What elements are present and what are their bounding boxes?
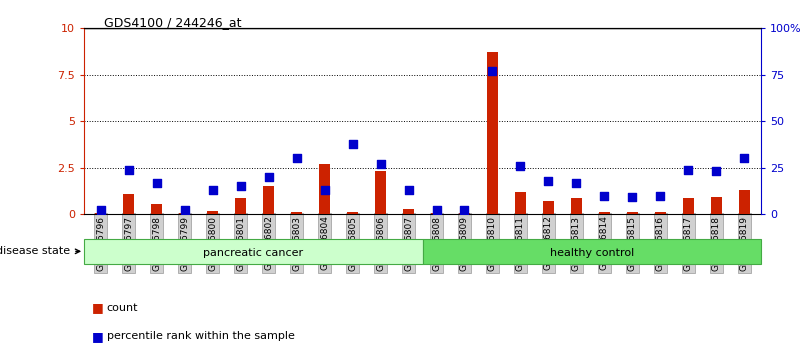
Text: percentile rank within the sample: percentile rank within the sample	[107, 331, 295, 341]
Point	[123, 167, 135, 172]
Bar	[543, 201, 554, 214]
Text: GDS4100 / 244246_at: GDS4100 / 244246_at	[104, 16, 242, 29]
FancyBboxPatch shape	[423, 239, 761, 264]
Point	[710, 169, 723, 174]
Point	[682, 167, 694, 172]
Point	[95, 207, 107, 213]
Bar	[263, 186, 274, 214]
Bar	[95, 213, 107, 214]
Bar	[487, 52, 498, 214]
Point	[430, 207, 443, 213]
Point	[542, 178, 555, 183]
Point	[458, 207, 471, 213]
Bar	[626, 212, 638, 214]
Bar	[571, 198, 582, 214]
Text: disease state: disease state	[0, 246, 80, 256]
Point	[570, 180, 583, 185]
Text: ■: ■	[92, 302, 104, 314]
Text: healthy control: healthy control	[549, 247, 634, 258]
Point	[262, 174, 275, 180]
Bar	[403, 209, 414, 214]
Bar	[319, 164, 330, 214]
Point	[654, 193, 666, 198]
Bar	[459, 213, 470, 214]
Bar	[710, 198, 722, 214]
Point	[738, 156, 751, 161]
Point	[514, 163, 527, 169]
Bar	[739, 190, 750, 214]
Point	[626, 195, 638, 200]
Bar	[207, 211, 219, 214]
Point	[151, 180, 163, 185]
Bar	[123, 194, 135, 214]
Point	[290, 156, 303, 161]
Point	[235, 183, 248, 189]
Bar	[151, 204, 163, 214]
Text: ■: ■	[92, 330, 104, 343]
FancyBboxPatch shape	[84, 239, 423, 264]
Bar	[598, 212, 610, 214]
Bar	[235, 198, 247, 214]
Point	[346, 141, 359, 146]
Bar	[179, 213, 191, 214]
Text: count: count	[107, 303, 138, 313]
Point	[486, 68, 499, 74]
Bar	[515, 192, 526, 214]
Point	[374, 161, 387, 167]
Text: pancreatic cancer: pancreatic cancer	[203, 247, 304, 258]
Point	[402, 187, 415, 193]
Bar	[347, 212, 358, 214]
Point	[598, 193, 610, 198]
Bar	[431, 213, 442, 214]
Bar	[375, 171, 386, 214]
Bar	[654, 212, 666, 214]
Bar	[291, 212, 302, 214]
Point	[179, 207, 191, 213]
Point	[207, 187, 219, 193]
Bar	[682, 198, 694, 214]
Point	[318, 187, 331, 193]
